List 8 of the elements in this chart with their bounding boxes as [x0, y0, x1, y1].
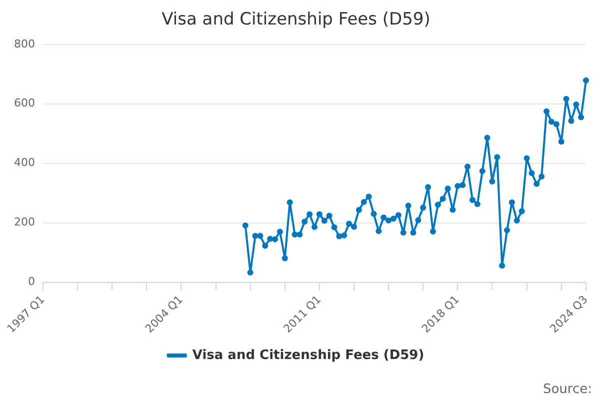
source-note: Source:: [542, 382, 592, 397]
y-tick-label: 0: [28, 275, 35, 288]
y-tick-label: 200: [14, 216, 35, 229]
legend-label: Visa and Citizenship Fees (D59): [192, 348, 424, 363]
y-tick-label: 800: [14, 37, 35, 50]
y-tick-label: 600: [14, 96, 35, 110]
chart-title: Visa and Citizenship Fees (D59): [162, 10, 430, 30]
y-tick-label: 400: [14, 156, 35, 170]
